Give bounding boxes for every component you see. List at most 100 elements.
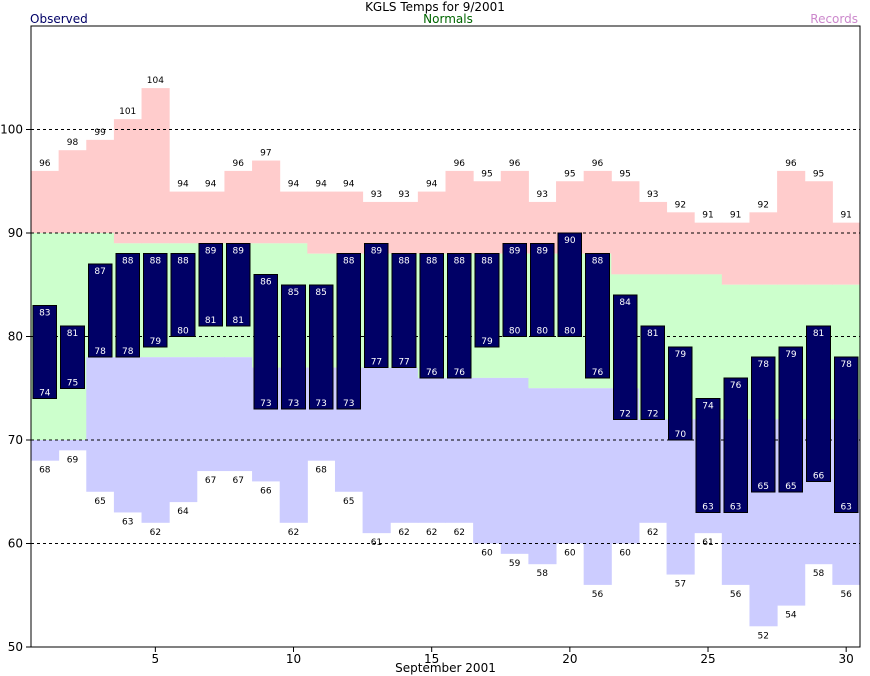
- x-axis-label: September 2001: [395, 661, 496, 675]
- legend-normals: Normals: [423, 12, 473, 26]
- record-high-label: 104: [147, 76, 164, 86]
- observed-bar: [695, 398, 721, 513]
- x-tick-label: 20: [562, 652, 577, 666]
- record-low-band: [169, 357, 198, 503]
- record-low-label: 61: [371, 538, 382, 548]
- record-high-label: 96: [509, 159, 521, 169]
- record-high-band: [196, 191, 225, 244]
- gridline-layer: [31, 129, 860, 544]
- band-layer: [31, 88, 861, 627]
- record-low-band: [224, 357, 253, 472]
- record-high-band: [252, 160, 281, 244]
- record-high-band: [583, 170, 612, 254]
- record-low-label: 56: [592, 590, 604, 600]
- record-low-label: 56: [730, 590, 742, 600]
- observed-bar: [281, 284, 306, 410]
- observed-low-label: 73: [343, 399, 354, 409]
- observed-bar: [502, 242, 527, 338]
- record-high-band: [86, 139, 115, 233]
- x-tick-label: 10: [286, 652, 301, 666]
- observed-high-label: 79: [785, 350, 797, 360]
- observed-low-label: 77: [371, 358, 382, 368]
- observed-bar: [447, 253, 472, 379]
- observed-low-label: 78: [122, 347, 134, 357]
- observed-bar: [170, 253, 196, 337]
- record-high-label: 93: [647, 190, 658, 200]
- observed-bar: [585, 253, 610, 379]
- observed-high-label: 88: [150, 257, 162, 267]
- record-low-label: 69: [67, 455, 79, 465]
- record-high-band: [224, 170, 253, 244]
- observed-bar: [668, 346, 693, 441]
- record-low-band: [196, 357, 225, 472]
- observed-bar: [391, 253, 417, 369]
- observed-low-label: 76: [592, 368, 604, 378]
- y-tick-label: 80: [8, 330, 23, 344]
- observed-high-label: 87: [94, 267, 105, 277]
- record-high-band: [777, 170, 806, 285]
- record-high-band: [721, 222, 750, 285]
- record-high-label: 93: [536, 190, 547, 200]
- record-low-band: [583, 388, 612, 585]
- observed-low-label: 63: [840, 502, 851, 512]
- observed-high-label: 88: [177, 257, 189, 267]
- observed-high-label: 78: [840, 360, 852, 370]
- observed-low-label: 77: [398, 358, 409, 368]
- observed-low-label: 74: [39, 389, 51, 399]
- record-low-label: 60: [564, 549, 576, 559]
- record-high-band: [666, 212, 695, 275]
- normal-band: [694, 274, 723, 420]
- legend-observed: Observed: [30, 12, 88, 26]
- observed-low-label: 66: [813, 471, 825, 481]
- observed-high-label: 81: [813, 329, 824, 339]
- observed-low-label: 63: [730, 502, 741, 512]
- observed-bar: [833, 356, 859, 513]
- observed-low-label: 70: [675, 430, 687, 440]
- record-low-band: [417, 377, 446, 523]
- record-high-label: 96: [454, 159, 466, 169]
- observed-low-label: 75: [67, 378, 78, 388]
- record-low-label: 62: [647, 528, 658, 538]
- record-low-label: 64: [177, 507, 189, 517]
- record-low-label: 60: [481, 549, 493, 559]
- record-low-label: 57: [675, 580, 686, 590]
- x-tick-label: 15: [424, 652, 439, 666]
- record-low-label: 62: [150, 528, 161, 538]
- observed-high-label: 88: [481, 257, 493, 267]
- observed-high-label: 79: [675, 350, 687, 360]
- record-low-band: [666, 419, 695, 575]
- record-low-label: 58: [813, 569, 825, 579]
- axis-tick-layer: 50 60 70 80 90 100 5 10 15 20 25 30: [0, 123, 854, 667]
- record-high-label: 96: [785, 159, 797, 169]
- observed-low-label: 80: [564, 327, 576, 337]
- observed-low-label: 73: [315, 399, 326, 409]
- observed-high-label: 85: [315, 288, 326, 298]
- observed-bar: [32, 304, 58, 400]
- observed-bar: [529, 242, 555, 338]
- observed-low-label: 65: [758, 482, 769, 492]
- x-tick-label: 30: [839, 652, 854, 666]
- record-high-band: [307, 191, 336, 254]
- record-low-label: 60: [619, 549, 631, 559]
- observed-low-label: 78: [94, 347, 106, 357]
- record-low-band: [528, 388, 557, 565]
- record-low-band: [473, 377, 502, 544]
- observed-high-label: 76: [730, 381, 742, 391]
- observed-low-label: 80: [177, 327, 189, 337]
- y-tick-label: 70: [8, 433, 23, 447]
- record-high-label: 92: [758, 200, 769, 210]
- record-low-band: [638, 419, 668, 523]
- observed-high-label: 88: [592, 257, 604, 267]
- record-low-label: 62: [398, 528, 409, 538]
- observed-high-label: 90: [564, 236, 576, 246]
- observed-bar-layer: [32, 232, 859, 513]
- observed-low-label: 76: [426, 368, 438, 378]
- observed-high-label: 85: [288, 288, 299, 298]
- record-high-label: 92: [675, 200, 686, 210]
- observed-low-label: 79: [481, 337, 493, 347]
- record-high-band: [611, 181, 640, 275]
- record-low-band: [362, 367, 391, 534]
- record-high-label: 97: [260, 149, 271, 159]
- observed-bar: [143, 253, 168, 348]
